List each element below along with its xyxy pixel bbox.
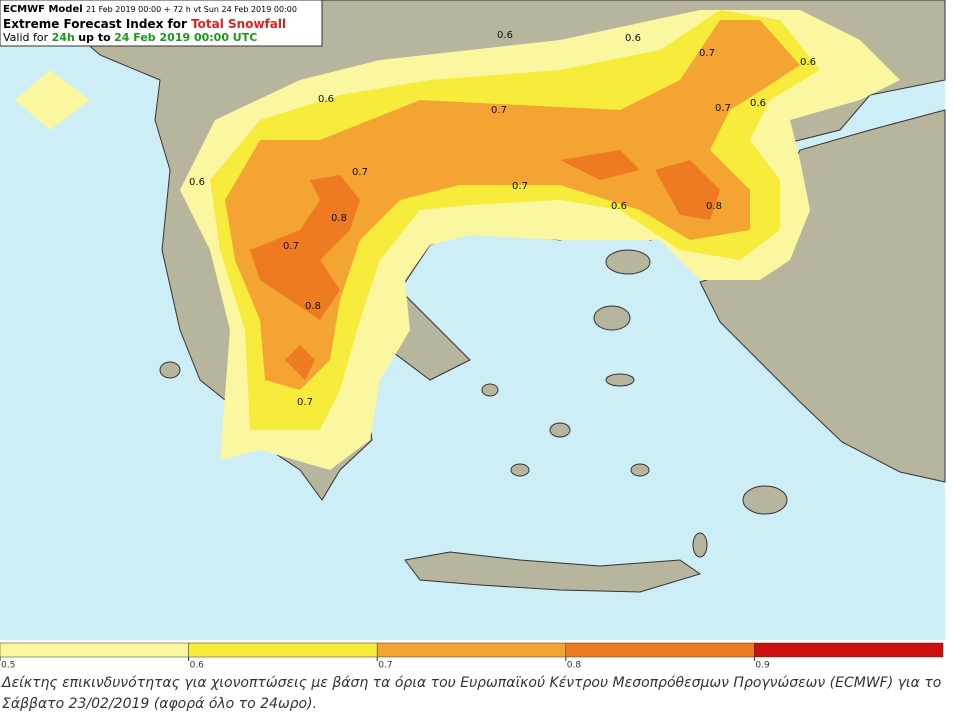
colorbar-segment — [376, 642, 567, 658]
contour-label: 0.7 — [297, 397, 313, 408]
model: ECMWF Model — [3, 4, 83, 15]
header-box — [0, 0, 323, 47]
contour-label: 0.7 — [512, 181, 528, 192]
contour-label: 0.8 — [706, 201, 722, 212]
title: Extreme Forecast Index for — [3, 17, 187, 31]
contour-label: 0.6 — [611, 201, 627, 212]
colorbar-segment — [0, 642, 189, 658]
contour-label: 0.6 — [497, 30, 513, 41]
valid-period: 24h — [52, 31, 75, 44]
valid-mid: up to — [78, 31, 111, 44]
contour-label: 0.7 — [491, 105, 507, 116]
colorbar-tick-label: 0.8 — [567, 661, 582, 671]
colorbar-tick-label: 0.7 — [378, 661, 392, 671]
colorbar-tick-label: 0.6 — [190, 661, 205, 671]
contour-label: 0.6 — [189, 177, 205, 188]
caption: Δείκτης επικινδυνότητας για χιονοπτώσεις… — [2, 675, 942, 712]
map: 0.6 0.6 0.6 0.6 0.6 0.6 0.6 0.7 0.7 0.7 0.7 0.7 0.7 0… — [0, 0, 946, 671]
valid: Valid for — [3, 31, 49, 44]
contour-label: 0.6 — [625, 33, 641, 44]
title-field: Total Snowfall — [191, 17, 286, 31]
header: ECMWF Model 21 Feb 2019 00:00 + 72 h vt … — [0, 0, 323, 47]
land — [699, 109, 946, 483]
island — [404, 551, 702, 593]
contour-label: 0.6 — [318, 94, 334, 105]
colorbar-segment — [188, 642, 378, 658]
contour-label: 0.7 — [715, 103, 731, 114]
colorbar-segment — [754, 642, 944, 658]
svg-text:ECMWF Model 21 Feb 2019 00:00: ECMWF Model 21 Feb 2019 00:00 + 72 h vt … — [3, 4, 297, 15]
colorbar-tick-label: 0.5 — [1, 661, 15, 671]
index-areas — [15, 10, 900, 470]
valid-time: 24 Feb 2019 00:00 UTC — [114, 31, 257, 44]
colorbar-segment — [565, 642, 755, 658]
svg-text:Valid for 24h up to 24 Feb 201: Valid for 24h up to 24 Feb 2019 00:00 UT… — [3, 31, 257, 44]
svg-text:Extreme Forecast Index for Tot: Extreme Forecast Index for Total Snowfal… — [3, 17, 286, 31]
contour-label: 0.6 — [750, 98, 766, 109]
contour-label: 0.7 — [699, 48, 715, 59]
contour-label: 0.7 — [283, 241, 299, 252]
islands — [159, 249, 788, 558]
contour-label: 0.8 — [305, 301, 321, 312]
colorbar-tick-label: 0.9 — [755, 661, 770, 671]
contour-label: 0.6 — [800, 57, 816, 68]
contour-label: 0.8 — [331, 213, 347, 224]
run: 21 Feb 2019 00:00 + 72 h vt Sun 24 Feb 2… — [86, 5, 297, 14]
contour-label: 0.7 — [352, 167, 368, 178]
